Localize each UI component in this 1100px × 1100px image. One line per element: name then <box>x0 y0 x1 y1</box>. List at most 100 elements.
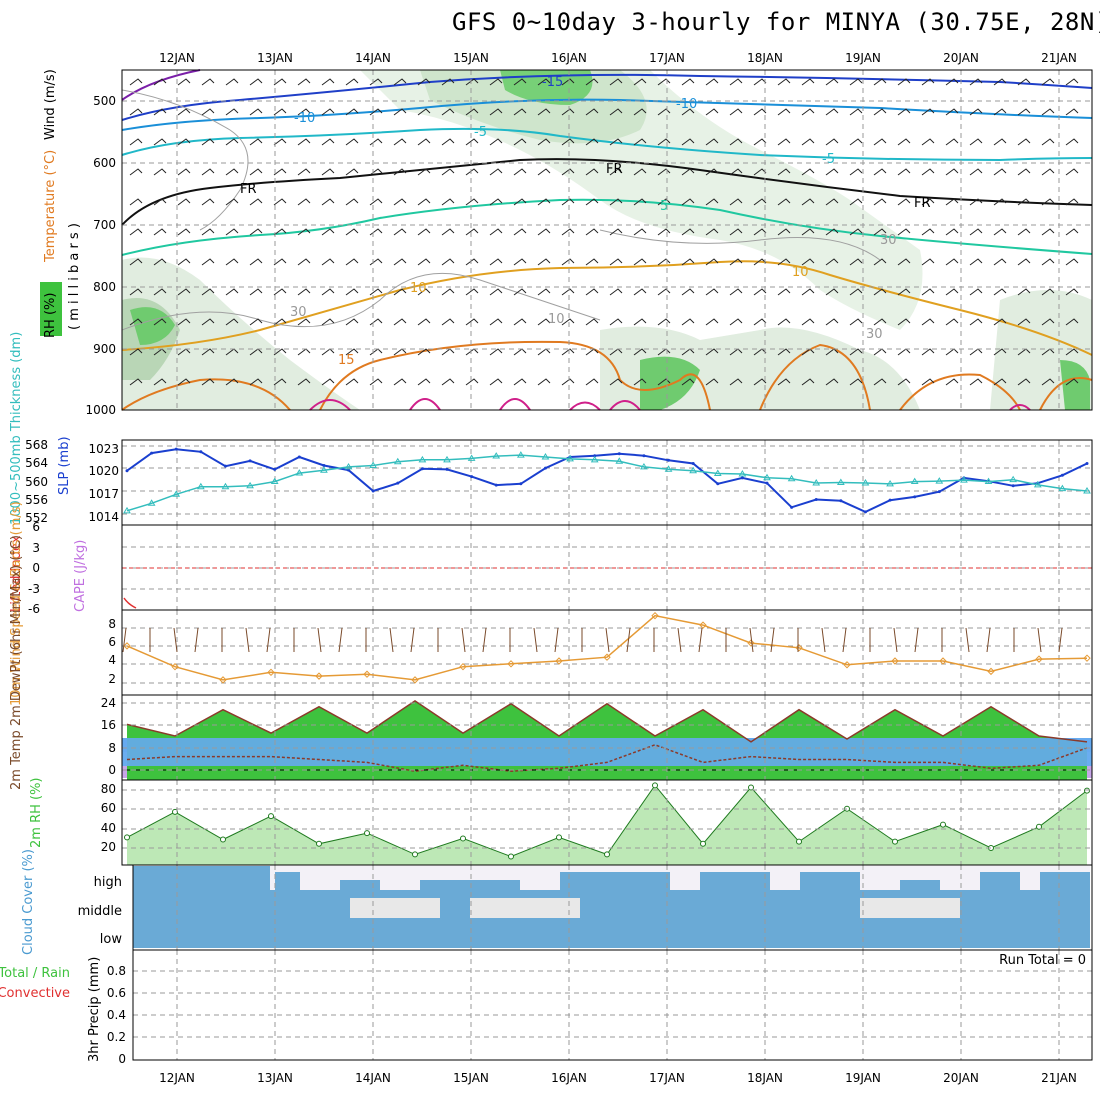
rh-point <box>940 821 946 828</box>
upper-wind-barb <box>537 378 551 386</box>
upper-wind-barb <box>537 198 551 206</box>
precip-yaxis: 0 0.2 0.4 0.6 0.8 Run Total = 0 <box>107 953 1086 1066</box>
upper-wind-barb <box>465 258 479 266</box>
wind-barb <box>266 627 271 653</box>
li-ytick: 6 <box>32 520 40 534</box>
contour-label: FR <box>914 196 931 211</box>
upper-wind-barb <box>897 288 911 296</box>
upper-wind-barb <box>681 108 695 116</box>
upper-wind-barb <box>417 228 431 236</box>
upper-wind-barb <box>801 258 815 266</box>
upper-wind-barb <box>345 318 359 326</box>
upper-wind-barb <box>1017 378 1031 386</box>
upper-wind-barb <box>1017 78 1031 86</box>
slp-point <box>519 482 523 486</box>
upper-wind-barb <box>657 78 671 86</box>
slp-point <box>273 467 277 471</box>
upper-ytick: 700 <box>93 218 116 232</box>
slp-point <box>297 455 301 459</box>
rh-area-fill <box>127 785 1087 865</box>
upper-wind-barb <box>1041 228 1055 236</box>
stability-yaxis: 6 3 0 -3 -6 <box>28 520 40 616</box>
upper-wind-barb <box>417 198 431 206</box>
upper-wind-barb <box>513 318 527 326</box>
upper-wind-barb <box>921 258 935 266</box>
li-ytick: -3 <box>28 582 40 596</box>
upper-wind-barb <box>441 258 455 266</box>
upper-wind-barb <box>537 258 551 266</box>
bottom-day-label: 20JAN <box>943 1071 979 1085</box>
upper-wind-barb <box>873 138 887 146</box>
upper-wind-barb <box>969 78 983 86</box>
upper-wind-barb <box>561 318 575 326</box>
slp-point <box>913 495 917 499</box>
upper-wind-barb <box>681 288 695 296</box>
slp-point <box>839 499 843 503</box>
upper-wind-barb <box>945 318 959 326</box>
upper-wind-barb <box>633 228 647 236</box>
upper-wind-barb <box>417 378 431 386</box>
upper-wind-barb <box>129 138 143 146</box>
upper-wind-barb <box>969 108 983 116</box>
thickness-point <box>320 466 328 473</box>
upper-wind-barb <box>897 228 911 236</box>
upper-wind-barb <box>273 168 287 176</box>
upper-wind-barb <box>441 168 455 176</box>
upper-wind-barb <box>1017 138 1031 146</box>
upper-wind-barb <box>489 348 503 356</box>
slp-ylabel: SLP (mb) <box>57 436 72 495</box>
upper-wind-barb <box>249 78 263 86</box>
upper-wind-barb <box>849 108 863 116</box>
upper-wind-barb <box>345 348 359 356</box>
upper-wind-barb <box>177 138 191 146</box>
upper-wind-barb <box>225 318 239 326</box>
wind-speed-point <box>555 657 563 665</box>
wind-barb <box>173 627 178 653</box>
slp-point <box>494 483 498 487</box>
rh-point <box>124 834 130 841</box>
upper-wind-barb <box>753 198 767 206</box>
wind-barb <box>698 627 703 653</box>
slp-point <box>888 498 892 502</box>
slp-point <box>1085 462 1089 466</box>
upper-wind-barb <box>1017 228 1031 236</box>
upper-wind-barb <box>129 318 143 326</box>
contour-label: 30 <box>290 305 307 320</box>
wind-speed-point <box>267 668 275 677</box>
top-day-label: 20JAN <box>943 51 979 65</box>
upper-wind-barb <box>873 288 887 296</box>
precip-ytick: 0.4 <box>107 1008 126 1022</box>
upper-wind-barb <box>729 168 743 176</box>
upper-wind-barb <box>897 318 911 326</box>
upper-wind-barb <box>609 78 623 86</box>
upper-wind-barb <box>585 138 599 146</box>
slp-point <box>248 459 252 463</box>
upper-wind-barb <box>273 78 287 86</box>
upper-wind-barb <box>201 228 215 236</box>
upper-wind-barb <box>297 168 311 176</box>
upper-wind-barb <box>753 378 767 386</box>
upper-wind-barb <box>897 108 911 116</box>
thickness-point <box>738 470 747 477</box>
upper-wind-barb <box>873 258 887 266</box>
upper-wind-barb <box>609 198 623 206</box>
wind-barb <box>605 627 610 653</box>
thickness-point <box>861 479 870 486</box>
contour-label: -15 <box>542 75 563 90</box>
thickness-point <box>393 457 402 465</box>
upper-wind-barb <box>633 198 647 206</box>
rh-point <box>748 784 754 791</box>
upper-wind-barb <box>633 288 647 296</box>
upper-wind-barb <box>489 138 503 146</box>
upper-wind-barb <box>225 168 239 176</box>
slp-ytick: 1017 <box>88 487 119 501</box>
rh-point <box>268 813 274 820</box>
upper-wind-barb <box>921 198 935 206</box>
upper-wind-barb <box>633 108 647 116</box>
bottom-day-label: 17JAN <box>649 1071 685 1085</box>
upper-ylabel-temp: Temperature (°C) <box>43 150 58 263</box>
slp-point <box>642 454 646 458</box>
isotherm-minus15 <box>121 73 1093 121</box>
thickness-point <box>812 479 821 486</box>
isotherm-plus20 <box>309 398 1031 411</box>
